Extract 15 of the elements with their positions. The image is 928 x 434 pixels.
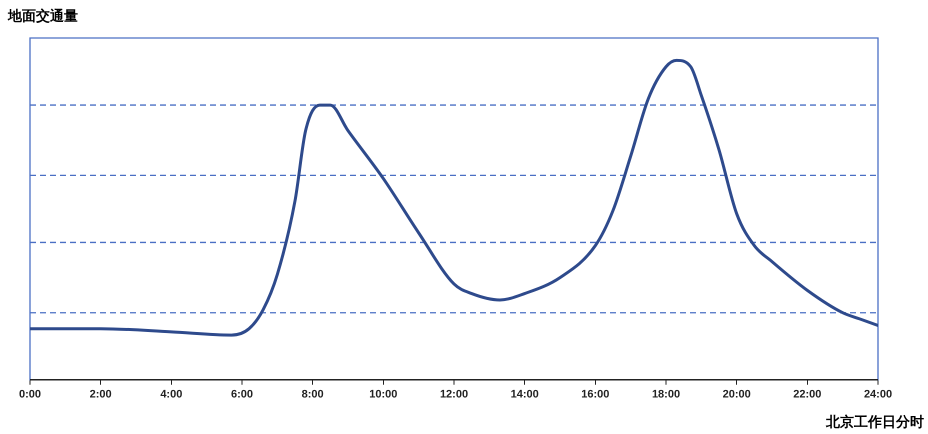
x-tick-label: 24:00 [864, 388, 892, 400]
x-tick-label: 12:00 [440, 388, 468, 400]
x-tick-label: 18:00 [652, 388, 680, 400]
x-tick-label: 4:00 [160, 388, 182, 400]
x-tick-label: 22:00 [793, 388, 822, 400]
x-axis-title: 北京工作日分时 [825, 414, 924, 431]
x-tick-label: 8:00 [302, 388, 324, 400]
x-tick-label: 16:00 [581, 388, 610, 400]
x-tick-label: 10:00 [369, 388, 398, 400]
x-tick-label: 14:00 [510, 388, 539, 400]
y-axis-title: 地面交通量 [7, 8, 78, 25]
x-tick-label: 20:00 [722, 388, 751, 400]
x-tick-label: 6:00 [230, 388, 254, 400]
x-tick-label: 2:00 [90, 388, 112, 400]
x-tick-label: 0:00 [18, 388, 42, 400]
